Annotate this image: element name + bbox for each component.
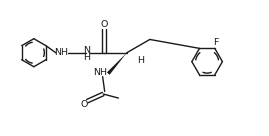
Text: H: H bbox=[137, 56, 144, 65]
Text: N: N bbox=[83, 46, 90, 55]
Text: O: O bbox=[100, 20, 108, 29]
Text: NH: NH bbox=[93, 68, 107, 77]
Polygon shape bbox=[107, 53, 127, 75]
Text: NH: NH bbox=[54, 48, 68, 57]
Text: H: H bbox=[83, 52, 90, 62]
Text: F: F bbox=[213, 38, 218, 47]
Text: O: O bbox=[80, 100, 87, 109]
